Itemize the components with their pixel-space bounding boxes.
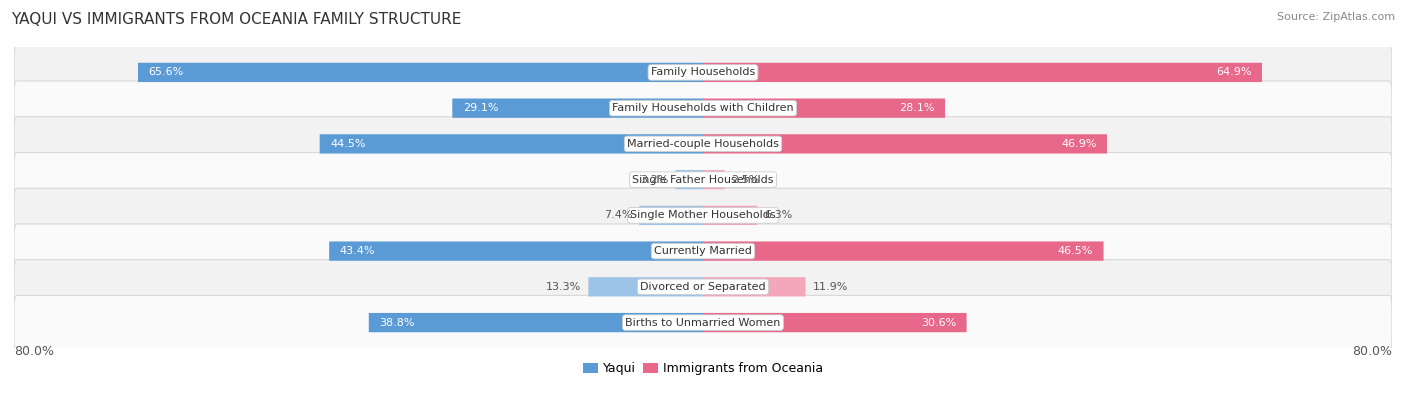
Text: 38.8%: 38.8% [380, 318, 415, 327]
Text: 46.5%: 46.5% [1057, 246, 1092, 256]
Text: 2.5%: 2.5% [731, 175, 759, 184]
Text: Family Households: Family Households [651, 68, 755, 77]
Text: Births to Unmarried Women: Births to Unmarried Women [626, 318, 780, 327]
Text: 64.9%: 64.9% [1216, 68, 1251, 77]
FancyBboxPatch shape [703, 206, 758, 225]
Text: Source: ZipAtlas.com: Source: ZipAtlas.com [1277, 12, 1395, 22]
Text: Married-couple Households: Married-couple Households [627, 139, 779, 149]
Text: 43.4%: 43.4% [340, 246, 375, 256]
FancyBboxPatch shape [453, 98, 703, 118]
Text: Single Mother Households: Single Mother Households [630, 211, 776, 220]
Text: 65.6%: 65.6% [149, 68, 184, 77]
Text: Single Father Households: Single Father Households [633, 175, 773, 184]
FancyBboxPatch shape [138, 63, 703, 82]
FancyBboxPatch shape [319, 134, 703, 154]
FancyBboxPatch shape [329, 241, 703, 261]
FancyBboxPatch shape [14, 81, 1392, 135]
Text: 30.6%: 30.6% [921, 318, 956, 327]
FancyBboxPatch shape [14, 152, 1392, 207]
FancyBboxPatch shape [640, 206, 703, 225]
Text: 13.3%: 13.3% [547, 282, 582, 292]
Text: 29.1%: 29.1% [463, 103, 498, 113]
FancyBboxPatch shape [703, 277, 806, 297]
FancyBboxPatch shape [14, 260, 1392, 314]
Text: Divorced or Separated: Divorced or Separated [640, 282, 766, 292]
Text: 3.2%: 3.2% [640, 175, 669, 184]
Text: Currently Married: Currently Married [654, 246, 752, 256]
FancyBboxPatch shape [703, 98, 945, 118]
Text: 6.3%: 6.3% [763, 211, 793, 220]
FancyBboxPatch shape [703, 134, 1107, 154]
FancyBboxPatch shape [703, 241, 1104, 261]
Legend: Yaqui, Immigrants from Oceania: Yaqui, Immigrants from Oceania [578, 357, 828, 380]
FancyBboxPatch shape [14, 188, 1392, 243]
Text: 44.5%: 44.5% [330, 139, 366, 149]
FancyBboxPatch shape [588, 277, 703, 297]
Text: YAQUI VS IMMIGRANTS FROM OCEANIA FAMILY STRUCTURE: YAQUI VS IMMIGRANTS FROM OCEANIA FAMILY … [11, 12, 461, 27]
Text: 28.1%: 28.1% [900, 103, 935, 113]
FancyBboxPatch shape [14, 117, 1392, 171]
FancyBboxPatch shape [14, 224, 1392, 278]
FancyBboxPatch shape [703, 63, 1263, 82]
Text: 7.4%: 7.4% [605, 211, 633, 220]
Text: Family Households with Children: Family Households with Children [612, 103, 794, 113]
FancyBboxPatch shape [675, 170, 703, 189]
Text: 80.0%: 80.0% [14, 345, 53, 358]
FancyBboxPatch shape [14, 295, 1392, 350]
Text: 80.0%: 80.0% [1353, 345, 1392, 358]
Text: 46.9%: 46.9% [1062, 139, 1097, 149]
FancyBboxPatch shape [368, 313, 703, 332]
Text: 11.9%: 11.9% [813, 282, 848, 292]
FancyBboxPatch shape [14, 45, 1392, 100]
FancyBboxPatch shape [703, 170, 724, 189]
FancyBboxPatch shape [703, 313, 966, 332]
